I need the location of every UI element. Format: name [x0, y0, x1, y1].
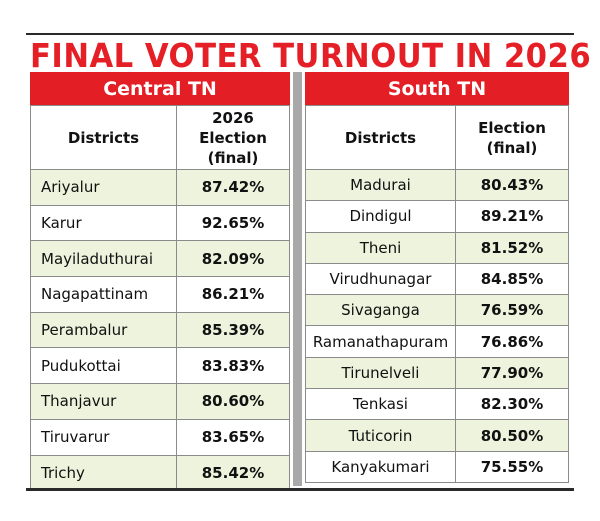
turnout-value: 89.21%: [455, 200, 569, 233]
turnout-header-line1: Election: [478, 118, 546, 137]
table-header-row: Districts Election (final): [305, 105, 569, 170]
bottom-rule: [26, 488, 574, 491]
turnout-value: 83.83%: [176, 347, 290, 385]
district-name: Virudhunagar: [305, 262, 456, 296]
district-name: Tirunelveli: [305, 356, 456, 390]
district-name: Ramanathapuram: [305, 325, 456, 358]
table-row: Dindigul 89.21%: [305, 200, 569, 233]
turnout-value: 85.42%: [176, 454, 290, 492]
turnout-header-line2: (final): [486, 138, 538, 157]
south-tn-rows: Madurai 80.43% Dindigul 89.21% Theni 81.52% Vi…: [305, 168, 569, 483]
turnout-header-line2: (final): [207, 148, 259, 167]
district-name: Karur: [30, 204, 177, 242]
district-name: Sivaganga: [305, 294, 456, 327]
districts-column-header: Districts: [30, 105, 177, 170]
district-name: Ariyalur: [30, 169, 177, 206]
panel-divider: [293, 72, 302, 486]
turnout-value: 86.21%: [176, 276, 290, 313]
turnout-value: 80.50%: [455, 419, 569, 452]
district-name: Perambalur: [30, 311, 177, 349]
turnout-value: 76.86%: [455, 325, 569, 358]
district-name: Tuticorin: [305, 419, 456, 452]
central-tn-panel: Central TN Districts 2026 Election (fina…: [30, 72, 290, 492]
districts-column-header: Districts: [305, 105, 456, 170]
table-row: Theni 81.52%: [305, 231, 569, 264]
table-row: Virudhunagar 84.85%: [305, 262, 569, 296]
district-name: Dindigul: [305, 200, 456, 233]
table-row: Mayiladuthurai 82.09%: [30, 240, 290, 278]
turnout-value: 77.90%: [455, 356, 569, 390]
table-row: Tiruvarur 83.65%: [30, 418, 290, 456]
district-name: Tenkasi: [305, 388, 456, 421]
turnout-value: 82.30%: [455, 388, 569, 421]
district-name: Nagapattinam: [30, 276, 177, 313]
table-row: Pudukottai 83.83%: [30, 347, 290, 385]
turnout-value: 92.65%: [176, 204, 290, 242]
district-name: Kanyakumari: [305, 450, 456, 483]
turnout-value: 81.52%: [455, 231, 569, 264]
turnout-value: 75.55%: [455, 450, 569, 483]
table-row: Karur 92.65%: [30, 204, 290, 242]
central-tn-table: Districts 2026 Election (final) Ariyalur…: [30, 105, 290, 492]
table-row: Ramanathapuram 76.86%: [305, 325, 569, 358]
turnout-value: 84.85%: [455, 262, 569, 296]
central-tn-rows: Ariyalur 87.42% Karur 92.65% Mayiladuthurai 8…: [30, 169, 290, 492]
central-tn-heading: Central TN: [30, 72, 290, 105]
turnout-value: 80.60%: [176, 383, 290, 420]
turnout-value: 80.43%: [455, 168, 569, 202]
district-name: Theni: [305, 231, 456, 264]
district-name: Trichy: [30, 454, 177, 492]
turnout-value: 83.65%: [176, 418, 290, 456]
south-tn-heading: South TN: [305, 72, 569, 105]
district-name: Madurai: [305, 168, 456, 202]
turnout-column-header: Election (final): [455, 105, 569, 170]
turnout-value: 76.59%: [455, 294, 569, 327]
south-tn-panel: South TN Districts Election (final) Madu…: [305, 72, 569, 483]
table-row: Thanjavur 80.60%: [30, 383, 290, 420]
table-row: Sivaganga 76.59%: [305, 294, 569, 327]
turnout-value: 85.39%: [176, 311, 290, 349]
district-name: Mayiladuthurai: [30, 240, 177, 278]
top-rule: [26, 33, 574, 35]
turnout-column-header: 2026 Election (final): [176, 105, 290, 170]
district-name: Pudukottai: [30, 347, 177, 385]
table-row: Tirunelveli 77.90%: [305, 356, 569, 390]
south-tn-table: Districts Election (final) Madurai 80.43%…: [305, 105, 569, 483]
page-title: FINAL VOTER TURNOUT IN 2026: [30, 36, 592, 75]
table-row: Trichy 85.42%: [30, 454, 290, 492]
turnout-value: 87.42%: [176, 169, 290, 206]
table-row: Madurai 80.43%: [305, 168, 569, 202]
table-row: Kanyakumari 75.55%: [305, 450, 569, 483]
turnout-value: 82.09%: [176, 240, 290, 278]
table-row: Tenkasi 82.30%: [305, 388, 569, 421]
turnout-header-line1: 2026 Election: [199, 108, 267, 147]
district-name: Tiruvarur: [30, 418, 177, 456]
table-header-row: Districts 2026 Election (final): [30, 105, 290, 170]
table-row: Tuticorin 80.50%: [305, 419, 569, 452]
table-row: Perambalur 85.39%: [30, 311, 290, 349]
table-row: Nagapattinam 86.21%: [30, 276, 290, 313]
table-row: Ariyalur 87.42%: [30, 169, 290, 206]
district-name: Thanjavur: [30, 383, 177, 420]
